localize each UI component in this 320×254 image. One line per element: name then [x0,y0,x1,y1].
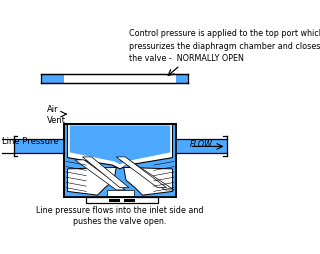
Text: Air
Vent: Air Vent [47,105,66,125]
Bar [64,124,176,197]
Polygon shape [122,190,175,196]
Bar [41,74,64,83]
Text: Control pressure is applied to the top port which
pressurizes the diaphragm cham: Control pressure is applied to the top p… [129,29,320,63]
Polygon shape [122,167,175,196]
Polygon shape [79,165,117,188]
Polygon shape [124,165,139,188]
Polygon shape [70,125,170,164]
Polygon shape [70,165,113,188]
Polygon shape [88,165,122,188]
Bar [109,199,120,202]
Bar [64,124,176,197]
Polygon shape [75,160,125,190]
Polygon shape [83,157,129,188]
Polygon shape [68,124,172,169]
Bar [65,125,175,197]
Bar [86,197,157,203]
Polygon shape [133,165,148,188]
Polygon shape [65,190,118,196]
Bar [176,139,227,153]
Polygon shape [68,167,116,195]
Bar [176,74,188,83]
Polygon shape [120,160,174,190]
Text: Line Pressure: Line Pressure [2,137,58,146]
Text: FLOW: FLOW [190,140,213,149]
Polygon shape [116,157,166,188]
Polygon shape [151,165,166,188]
Polygon shape [142,165,157,188]
Polygon shape [65,167,118,196]
Bar [124,199,135,202]
Polygon shape [97,165,126,188]
Bar [107,190,133,196]
Bar [13,139,64,153]
Polygon shape [124,167,172,195]
Text: Line pressure flows into the inlet side and
pushes the valve open.: Line pressure flows into the inlet side … [36,206,204,227]
